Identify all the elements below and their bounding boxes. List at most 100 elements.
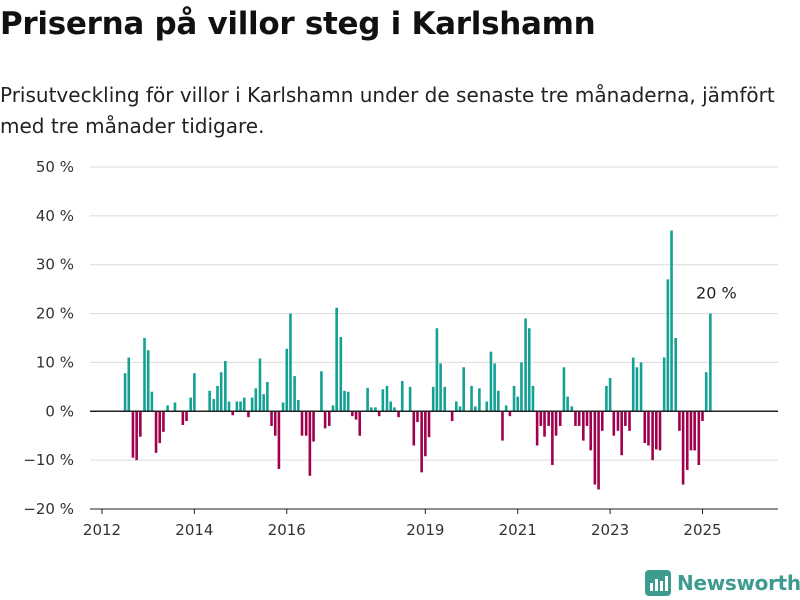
bar-positive [281,402,285,412]
bar-negative [231,411,235,416]
bar-positive [489,351,493,412]
bar-negative [647,411,650,446]
y-tick-label: 10 % [36,353,74,371]
bar-negative [270,411,273,426]
bar-positive [662,357,666,412]
bar-positive [435,328,439,412]
bar-positive [123,373,127,412]
bar-negative [574,411,577,426]
bar-negative [689,411,693,451]
bar-positive [370,407,373,412]
bar-positive [709,313,712,412]
bar-positive [493,363,496,412]
bar-negative [450,411,454,422]
bar-negative [501,411,504,441]
bar-negative [139,411,142,437]
bar-positive [335,307,338,412]
bar-positive [670,230,673,412]
bar-positive [216,385,219,412]
bar-positive [289,313,292,412]
x-tick-label: 2023 [591,521,629,539]
bar-positive [516,396,520,412]
bar-positive [235,401,239,412]
bar-negative [693,411,696,451]
bar-positive [320,371,323,412]
bar-negative [593,411,597,485]
bar-negative [354,411,358,420]
bar-positive [146,350,150,412]
bar-positive [704,372,708,412]
bar-negative [277,411,281,469]
bar-negative [377,411,381,417]
brand-name: Newsworthy [677,571,800,595]
bar-positive [258,358,262,412]
bar-positive [173,402,177,412]
bar-positive [239,401,242,412]
bar-negative [624,411,627,426]
bar-positive [208,390,211,412]
y-tick-label: 30 % [36,256,74,274]
bar-negative [643,411,647,444]
x-tick-label: 2019 [406,521,444,539]
bar-positive [343,390,346,412]
bar-positive [458,406,462,412]
bar-negative [424,411,427,457]
bar-negative [247,411,250,418]
bar-positive [520,362,523,412]
bar-positive [666,279,670,412]
bar-negative [620,411,623,456]
bar-positive [566,396,569,412]
bar-positive [524,318,527,412]
y-tick-label: −10 % [23,451,74,469]
bar-positive [374,407,377,412]
bar-positive [562,367,566,412]
y-tick-label: 40 % [36,207,74,225]
bar-negative [416,411,419,423]
bar-negative [427,411,431,438]
y-tick-label: 20 % [36,305,74,323]
bar-negative [585,411,589,426]
bar-negative [135,411,138,461]
bar-negative [397,411,400,418]
bar-positive [166,405,169,412]
bar-negative [685,411,689,470]
bar-positive [485,401,489,412]
bar-negative [616,411,620,431]
bar-negative [412,411,416,446]
bar-negative [701,411,704,422]
bar-negative [551,411,554,466]
bar-negative [543,411,546,437]
bar-negative [304,411,308,436]
bar-negative [558,411,562,426]
bar-positive [470,385,473,412]
x-tick-label: 2016 [268,521,306,539]
bar-positive [631,357,635,412]
bar-positive [266,381,269,412]
bar-positive [408,386,412,412]
bar-positive [366,387,369,412]
bar-positive [635,367,639,412]
bar-negative [181,411,185,425]
bar-positive [262,394,265,412]
latest-value-label: 20 % [696,284,737,303]
bar-positive [224,360,227,412]
bar-positive [331,405,335,412]
bar-negative [651,411,654,461]
bar-positive [189,397,192,412]
bar-negative [547,411,550,426]
bar-positive [219,372,223,412]
bar-negative [158,411,162,444]
bar-negative [323,411,327,429]
x-tick-label: 2012 [83,521,121,539]
bar-positive [473,406,477,412]
bar-positive [297,400,300,412]
bar-positive [478,388,481,412]
bar-positive [512,385,516,412]
x-tick-label: 2014 [175,521,213,539]
bar-negative [185,411,188,422]
bar-positive [150,391,154,412]
bar-negative [612,411,616,436]
bar-negative [535,411,539,446]
bar-positive [143,338,146,412]
